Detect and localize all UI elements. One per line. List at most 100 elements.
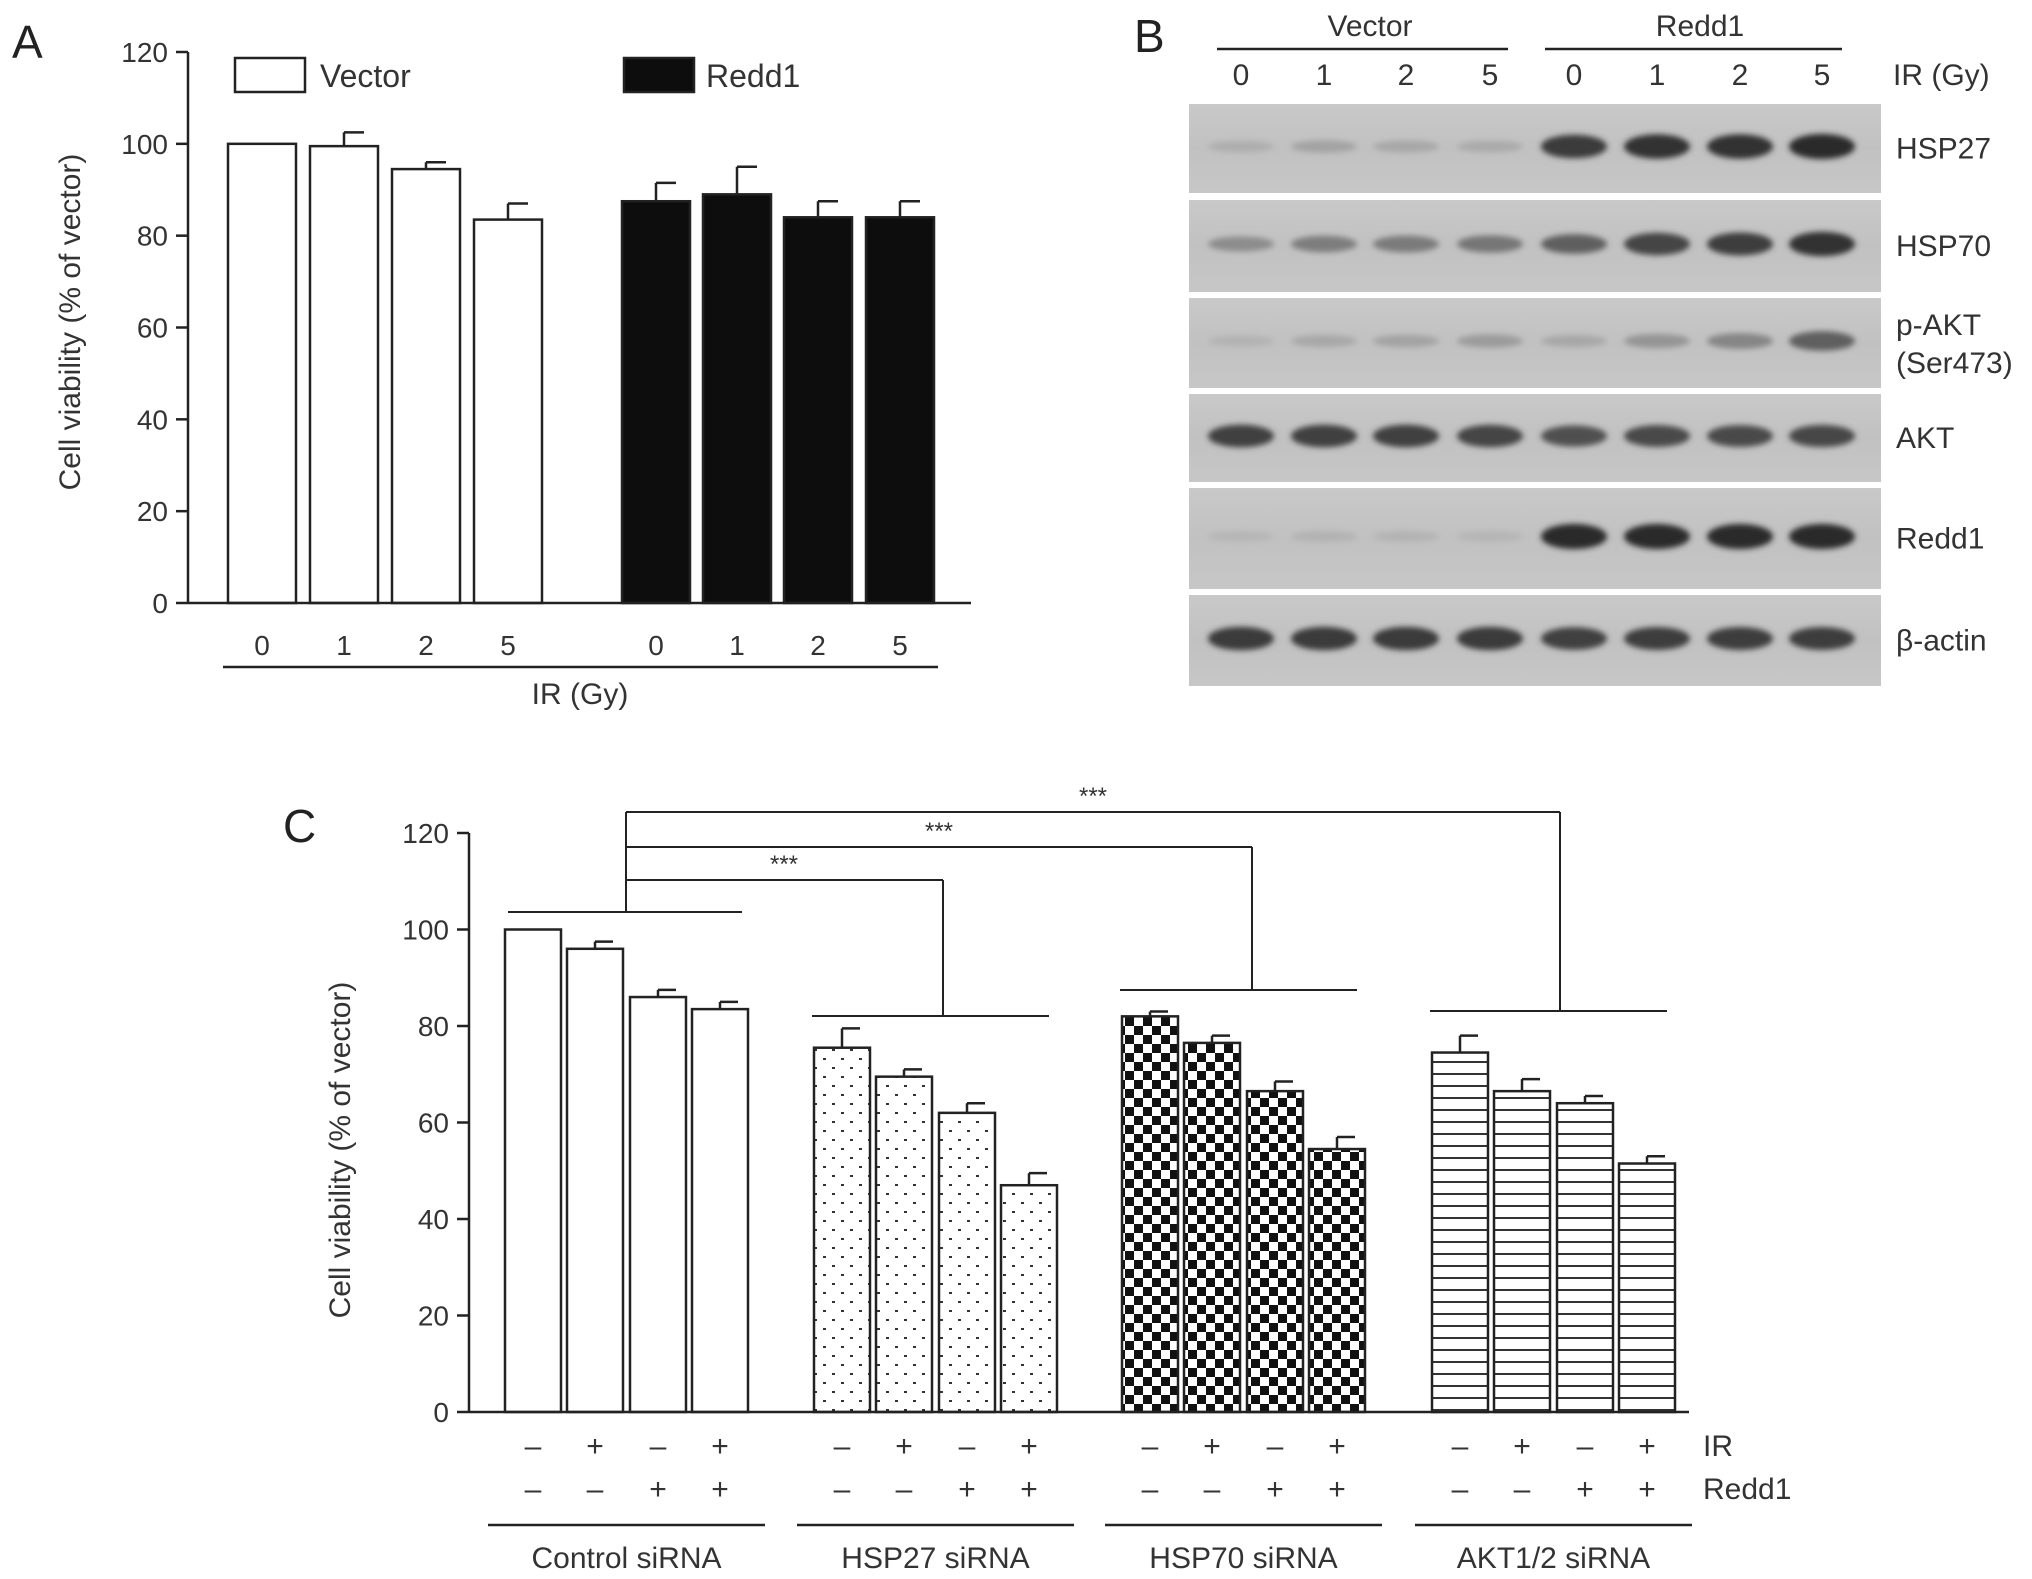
blot-band <box>1624 134 1690 159</box>
panel-c-bar <box>565 947 625 1414</box>
blot-band <box>1457 140 1523 153</box>
legend-label-vector: Vector <box>320 58 411 94</box>
panel-c-bar <box>503 928 563 1414</box>
panel-c-redd1-sign: – <box>1514 1473 1531 1506</box>
panel-a-bar-redd1 <box>864 216 936 605</box>
legend-label-redd1: Redd1 <box>706 58 800 94</box>
panel-c-letter: C <box>283 800 316 852</box>
panel-c-redd1-sign: + <box>1266 1473 1284 1506</box>
panel-a-x-tick-label: 2 <box>810 630 826 661</box>
blot-strip: AKT <box>1189 394 1954 482</box>
blot-band <box>1208 424 1274 448</box>
panel-a-y-tick-label: 40 <box>137 404 168 435</box>
panel-c-redd1-sign: + <box>1020 1473 1038 1506</box>
panel-c-ir-sign: – <box>1267 1430 1284 1463</box>
panel-c-condition-rows: – – + – – + + + – – + – – + + + – – + – – + + + – – + – – + + + <box>525 1430 1656 1506</box>
blot-band <box>1457 424 1523 448</box>
panel-c-group-label: Control siRNA <box>531 1542 721 1575</box>
blot-band <box>1624 626 1690 651</box>
blot-lane-labels: 0 1 2 5 0 1 2 5 <box>1233 59 1831 92</box>
blot-band <box>1624 334 1690 348</box>
panel-c-group-label: HSP70 siRNA <box>1149 1542 1337 1575</box>
blot-band <box>1457 531 1523 542</box>
blot-band <box>1373 626 1439 651</box>
blot-strip-background <box>1189 488 1881 589</box>
panel-a-y-tick-label: 60 <box>137 313 168 344</box>
blot-band <box>1208 335 1274 347</box>
blot-band <box>1208 626 1274 651</box>
blot-label: AKT <box>1896 422 1954 455</box>
panel-c-redd1-sign: – <box>896 1473 913 1506</box>
panel-c-bar <box>628 995 688 1414</box>
panel-c-ir-sign: + <box>1020 1430 1038 1463</box>
blot-band <box>1208 531 1274 542</box>
panel-c-bar <box>1430 1051 1490 1414</box>
panel-a-y-tick-label: 100 <box>121 129 168 160</box>
blot-band <box>1541 134 1607 159</box>
panel-a-y-tick-label: 120 <box>121 37 168 68</box>
blot-label: β-actin <box>1896 625 1987 658</box>
blot-band <box>1789 626 1855 651</box>
panel-c-y-tick-label: 40 <box>418 1204 449 1235</box>
panel-a-x-tick-label: 1 <box>729 630 745 661</box>
blot-band <box>1707 134 1773 159</box>
blot-lane-label: 2 <box>1732 59 1749 92</box>
panel-c-redd1-sign: – <box>1452 1473 1469 1506</box>
panel-a: A Cell viability (% of vector) 020406080… <box>12 16 971 711</box>
panel-c-bar <box>812 1046 872 1414</box>
panel-c-bar <box>937 1111 997 1414</box>
panel-c-ir-sign: – <box>834 1430 851 1463</box>
panel-c-redd1-sign: – <box>1204 1473 1221 1506</box>
blot-band <box>1707 333 1773 349</box>
panel-c-bar <box>1182 1041 1242 1414</box>
blot-band <box>1373 334 1439 348</box>
panel-a-x-axis-label: IR (Gy) <box>532 678 629 711</box>
blot-band <box>1457 334 1523 348</box>
panel-a-y-ticks: 0 20 40 60 80 100 120 <box>121 37 188 619</box>
panel-c-ir-sign: – <box>1142 1430 1159 1463</box>
panel-a-bar-redd1 <box>701 193 773 605</box>
panel-c-ir-sign: – <box>650 1430 667 1463</box>
blot-strip-background <box>1189 298 1881 388</box>
blot-band <box>1789 231 1855 257</box>
panel-c-y-tick-label: 100 <box>402 915 449 946</box>
blot-band <box>1541 234 1607 254</box>
legend-swatch-redd1 <box>622 56 696 94</box>
panel-c-bar <box>1492 1089 1552 1414</box>
panel-a-letter: A <box>12 16 43 68</box>
blot-band <box>1624 523 1690 550</box>
blot-band <box>1291 335 1357 347</box>
blot-band <box>1208 236 1274 252</box>
blot-band <box>1457 626 1523 651</box>
blot-band <box>1208 140 1274 153</box>
panel-c-y-tick-label: 20 <box>418 1301 449 1332</box>
blot-label: HSP70 <box>1896 230 1991 263</box>
blot-band <box>1457 235 1523 253</box>
blot-band <box>1373 424 1439 448</box>
panel-a-x-ticks: 0 1 2 5 0 1 2 5 <box>254 630 908 661</box>
blot-lane-label: 1 <box>1316 59 1333 92</box>
panel-c-redd1-sign: – <box>1142 1473 1159 1506</box>
panel-c-ir-sign: + <box>711 1430 729 1463</box>
panel-c-redd1-sign: + <box>958 1473 976 1506</box>
panel-a-y-tick-label: 20 <box>137 496 168 527</box>
blot-group-label-vector: Vector <box>1327 10 1412 43</box>
panel-a-bar-vector <box>472 218 544 605</box>
blot-band <box>1789 133 1855 160</box>
blot-lane-label: 0 <box>1233 59 1250 92</box>
panel-c-group-labels: Control siRNA HSP27 siRNA HSP70 siRNA AKT1/… <box>488 1523 1692 1575</box>
panel-a-bar-vector <box>226 142 298 605</box>
panel-a-x-tick-label: 2 <box>418 630 434 661</box>
panel-c-ir-sign: + <box>895 1430 913 1463</box>
blot-strips: HSP27 HSP70 p-AKT (Ser473) AKT Redd1 β-actin <box>1189 104 2013 686</box>
panel-c-row-label-redd1: Redd1 <box>1703 1473 1791 1506</box>
panel-c-ir-sign: + <box>1328 1430 1346 1463</box>
panel-c-bars <box>503 928 1677 1414</box>
blot-band <box>1541 627 1607 650</box>
panel-c-y-tick-label: 60 <box>418 1108 449 1139</box>
panel-c-y-tick-label: 120 <box>402 818 449 849</box>
blot-label: p-AKT <box>1896 309 1981 342</box>
panel-c-bar <box>999 1183 1059 1414</box>
panel-c-redd1-sign: – <box>587 1473 604 1506</box>
